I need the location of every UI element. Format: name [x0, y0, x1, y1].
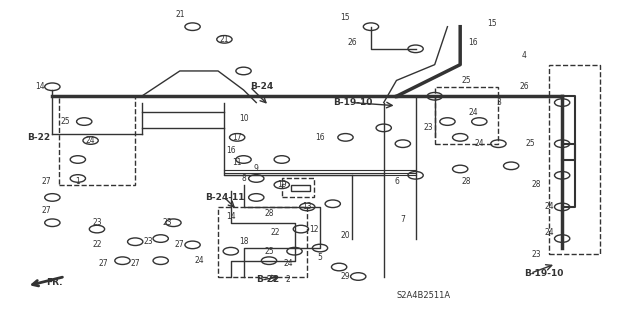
Text: 10: 10: [239, 114, 248, 123]
Text: 27: 27: [175, 241, 184, 249]
Text: 25: 25: [525, 139, 535, 148]
Bar: [291, 185, 310, 191]
Text: B-24-11: B-24-11: [205, 193, 244, 202]
Text: 16: 16: [468, 38, 477, 47]
Text: 11: 11: [232, 158, 242, 167]
Text: 23: 23: [424, 123, 433, 132]
Text: 16: 16: [315, 133, 325, 142]
Text: B-22: B-22: [256, 275, 280, 284]
Text: 15: 15: [487, 19, 497, 28]
Text: 6: 6: [394, 177, 399, 186]
Text: 16: 16: [226, 145, 236, 154]
Text: 9: 9: [254, 165, 259, 174]
Text: FR.: FR.: [46, 278, 63, 287]
Text: 24: 24: [474, 139, 484, 148]
Text: 25: 25: [60, 117, 70, 126]
Text: B-19-10: B-19-10: [333, 98, 372, 107]
Text: 2: 2: [286, 275, 291, 284]
Text: 7: 7: [401, 215, 405, 224]
Text: 23: 23: [532, 250, 541, 259]
Text: 1: 1: [76, 177, 80, 186]
Text: 21: 21: [220, 35, 229, 44]
Text: B-19-10: B-19-10: [524, 269, 563, 278]
Text: 27: 27: [41, 206, 51, 215]
Text: 28: 28: [264, 209, 274, 218]
Text: 23: 23: [143, 237, 153, 246]
Text: 29: 29: [340, 272, 350, 281]
Text: 26: 26: [519, 82, 529, 91]
Text: 27: 27: [131, 259, 140, 268]
Text: 23: 23: [163, 218, 172, 227]
Text: 20: 20: [340, 231, 350, 240]
Text: 14: 14: [35, 82, 44, 91]
Text: 21: 21: [175, 10, 184, 19]
Text: 28: 28: [462, 177, 471, 186]
Text: 25: 25: [461, 76, 472, 85]
Text: S2A4B2511A: S2A4B2511A: [396, 291, 451, 300]
Text: 19: 19: [277, 180, 287, 189]
Text: 5: 5: [317, 253, 323, 262]
Text: 14: 14: [226, 212, 236, 221]
Text: B-22: B-22: [27, 133, 50, 142]
Text: 28: 28: [532, 180, 541, 189]
Text: 27: 27: [41, 177, 51, 186]
Text: 27: 27: [99, 259, 108, 268]
Text: 24: 24: [468, 108, 477, 116]
Text: 24: 24: [545, 203, 554, 211]
Text: 23: 23: [92, 218, 102, 227]
Text: 24: 24: [545, 228, 554, 237]
Text: 24: 24: [194, 256, 204, 265]
Text: 12: 12: [309, 225, 318, 234]
Text: 24: 24: [284, 259, 293, 268]
Text: 8: 8: [241, 174, 246, 183]
Text: 26: 26: [347, 38, 356, 47]
Text: 22: 22: [92, 241, 102, 249]
Text: 15: 15: [340, 13, 350, 22]
Text: B-24: B-24: [250, 82, 273, 91]
Text: 13: 13: [303, 203, 312, 211]
FancyBboxPatch shape: [282, 178, 314, 197]
Text: 3: 3: [496, 98, 501, 107]
Text: 24: 24: [86, 136, 95, 145]
Text: 22: 22: [271, 228, 280, 237]
Text: 4: 4: [522, 51, 526, 60]
Text: 18: 18: [239, 237, 248, 246]
Text: 17: 17: [232, 133, 242, 142]
Text: 25: 25: [264, 247, 274, 256]
